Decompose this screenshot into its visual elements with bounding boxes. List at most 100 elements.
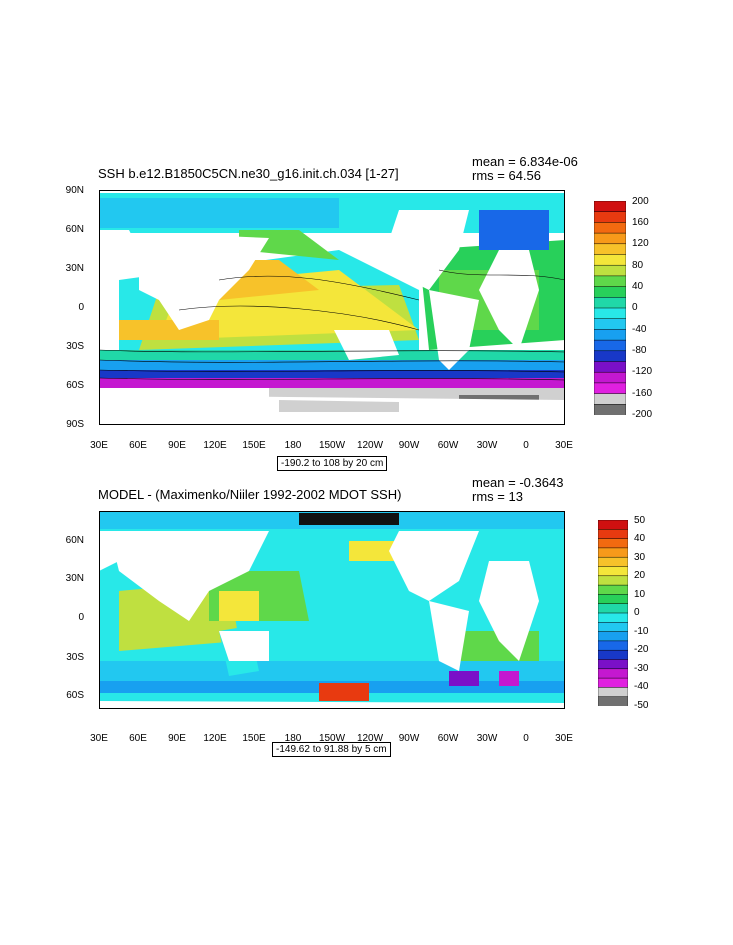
- panel2-cb-label: 20: [634, 570, 646, 581]
- panel1-xtick: 120W: [356, 440, 384, 451]
- panel2-cb-label: 0: [634, 607, 640, 618]
- colorbar-swatch: [594, 211, 626, 224]
- panel2-xtick: 60E: [129, 733, 147, 744]
- panel2-xtick: 60W: [437, 733, 459, 744]
- colorbar-swatch: [598, 659, 628, 670]
- panel2-xtick: 30E: [90, 733, 108, 744]
- panel1-xtick: 30E: [90, 440, 108, 451]
- panel2-xtick: 30E: [555, 733, 573, 744]
- panel1-xtick: 30W: [476, 440, 498, 451]
- panel1-xtick: 120E: [203, 440, 227, 451]
- colorbar-swatch: [598, 594, 628, 605]
- panel2-cb-label: -20: [634, 644, 649, 655]
- panel1-cb-label: 0: [632, 302, 638, 313]
- panel2-xtick: 150W: [318, 733, 346, 744]
- panel1-xtick: 30E: [555, 440, 573, 451]
- panel1-xtick: 90E: [168, 440, 186, 451]
- panel2-rms: rms = 13: [472, 489, 523, 504]
- panel1-cb-label: -40: [632, 324, 647, 335]
- panel1-cb-label: -160: [632, 388, 653, 399]
- colorbar-swatch: [594, 361, 626, 373]
- panel2-map: [99, 511, 565, 709]
- panel1-cb-label: 120: [632, 238, 649, 249]
- panel1-ytick: 60S: [66, 380, 84, 391]
- panel2-xtick: 180: [284, 733, 302, 744]
- panel2-ytick: 0: [78, 612, 84, 623]
- colorbar-swatch: [594, 350, 626, 363]
- colorbar-swatch: [594, 393, 626, 406]
- panel1-xtick: 150E: [242, 440, 266, 451]
- panel1-ytick: 30S: [66, 341, 84, 352]
- panel1-xtick: 90W: [398, 440, 420, 451]
- colorbar-swatch: [594, 307, 626, 320]
- panel2-xtick: 90W: [398, 733, 420, 744]
- panel1-ytick: 90N: [65, 185, 84, 196]
- panel1-xtick: 150W: [318, 440, 346, 451]
- colorbar-swatch: [598, 696, 628, 706]
- panel1-xtick: 180: [284, 440, 302, 451]
- panel2-ytick: 30S: [66, 652, 84, 663]
- panel1-cb-label: 160: [632, 217, 649, 228]
- colorbar-swatch: [598, 677, 628, 689]
- panel1-ytick: 90S: [66, 419, 84, 430]
- colorbar-swatch: [594, 232, 626, 245]
- colorbar-swatch: [598, 603, 628, 614]
- panel2-title: MODEL - (Maximenko/Niiler 1992-2002 MDOT…: [98, 487, 402, 502]
- panel1-xtick: 60W: [437, 440, 459, 451]
- colorbar-swatch: [598, 668, 628, 679]
- colorbar-swatch: [598, 547, 628, 558]
- colorbar-swatch: [598, 575, 628, 586]
- colorbar-swatch: [594, 371, 626, 384]
- colorbar-swatch: [594, 404, 626, 415]
- panel2-contour-info: -149.62 to 91.88 by 5 cm: [272, 742, 391, 757]
- colorbar-swatch: [594, 318, 626, 331]
- colorbar-swatch: [598, 631, 628, 642]
- panel1-cb-label: -120: [632, 366, 653, 377]
- colorbar-swatch: [598, 612, 628, 624]
- panel2-colorbar: [598, 520, 628, 706]
- panel2-cb-label: -10: [634, 626, 649, 637]
- panel2-xtick: 30W: [476, 733, 498, 744]
- colorbar-swatch: [594, 339, 626, 352]
- colorbar-swatch: [598, 622, 628, 633]
- panel1-cb-label: -200: [632, 409, 653, 420]
- colorbar-swatch: [594, 201, 626, 213]
- panel2-xtick: 120W: [356, 733, 384, 744]
- panel2-cb-label: -30: [634, 663, 649, 674]
- panel2-xtick: 120E: [203, 733, 227, 744]
- colorbar-swatch: [594, 297, 626, 309]
- panel2-ytick: 60S: [66, 690, 84, 701]
- panel2-mean: mean = -0.3643: [472, 475, 564, 490]
- panel1-mean: mean = 6.834e-06: [472, 154, 578, 169]
- panel2-xtick: 90E: [168, 733, 186, 744]
- colorbar-swatch: [598, 538, 628, 549]
- colorbar-swatch: [598, 520, 628, 531]
- colorbar-swatch: [598, 566, 628, 577]
- panel1-xtick: 0: [523, 440, 529, 451]
- panel2-cb-label: -50: [634, 700, 649, 711]
- colorbar-swatch: [598, 529, 628, 540]
- panel1-ytick: 60N: [65, 224, 84, 235]
- panel1-cb-label: 200: [632, 196, 649, 207]
- colorbar-swatch: [594, 275, 626, 288]
- panel1-title: SSH b.e12.B1850C5CN.ne30_g16.init.ch.034…: [98, 166, 399, 181]
- panel2-ytick: 60N: [65, 535, 84, 546]
- colorbar-swatch: [594, 329, 626, 341]
- panel2-xtick: 0: [523, 733, 529, 744]
- panel2-cb-label: 30: [634, 552, 646, 563]
- panel1-cb-label: 80: [632, 260, 644, 271]
- panel2-xtick: 150E: [242, 733, 266, 744]
- panel1-xtick: 60E: [129, 440, 147, 451]
- panel2-cb-label: 10: [634, 589, 646, 600]
- panel1-rms: rms = 64.56: [472, 168, 542, 183]
- panel2-ytick: 30N: [65, 573, 84, 584]
- colorbar-swatch: [598, 640, 628, 651]
- colorbar-swatch: [598, 687, 628, 698]
- colorbar-swatch: [598, 584, 628, 596]
- panel1-colorbar: [594, 201, 626, 415]
- panel1-cb-label: -80: [632, 345, 647, 356]
- panel1-ytick: 30N: [65, 263, 84, 274]
- colorbar-swatch: [594, 222, 626, 234]
- colorbar-swatch: [598, 556, 628, 568]
- panel1-cb-label: 40: [632, 281, 644, 292]
